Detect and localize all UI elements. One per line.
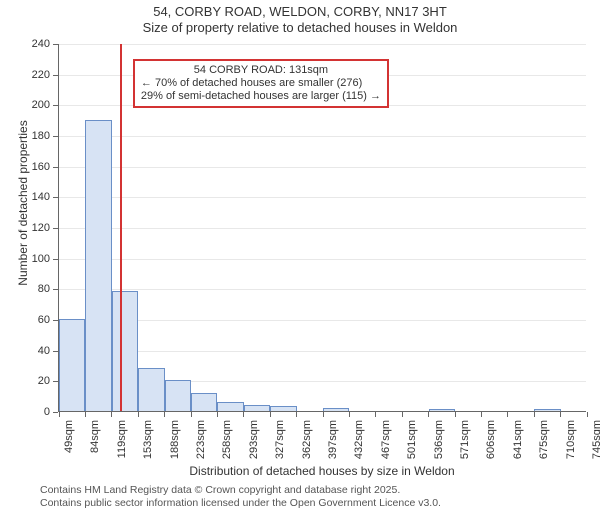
x-tick-label: 362sqm (301, 420, 313, 468)
bar (429, 409, 455, 411)
bar (244, 405, 270, 411)
x-tick-label: 571sqm (459, 420, 471, 468)
x-tick-label: 49sqm (63, 420, 75, 468)
bar (138, 368, 164, 411)
gridline (59, 289, 586, 290)
x-tick (85, 412, 86, 417)
x-tick-label: 467sqm (380, 420, 392, 468)
x-tick-label: 606sqm (485, 420, 497, 468)
title-line-2: Size of property relative to detached ho… (0, 20, 600, 36)
x-tick (560, 412, 561, 417)
x-tick-label: 293sqm (248, 420, 260, 468)
x-tick (296, 412, 297, 417)
x-tick (375, 412, 376, 417)
x-tick (191, 412, 192, 417)
legend-line-3: 29% of semi-detached houses are larger (… (141, 90, 381, 103)
x-tick-label: 641sqm (512, 420, 524, 468)
gridline (59, 136, 586, 137)
y-tick-label: 0 (10, 406, 50, 418)
x-axis-title: Distribution of detached houses by size … (58, 464, 586, 478)
x-tick-label: 153sqm (142, 420, 154, 468)
x-tick-label: 675sqm (538, 420, 550, 468)
x-tick-label: 119sqm (116, 420, 128, 468)
footnotes: Contains HM Land Registry data © Crown c… (40, 484, 441, 510)
bar (323, 408, 349, 411)
x-tick (402, 412, 403, 417)
x-tick (111, 412, 112, 417)
x-tick (270, 412, 271, 417)
x-tick-label: 223sqm (195, 420, 207, 468)
chart-container: 54, CORBY ROAD, WELDON, CORBY, NN17 3HT … (0, 0, 600, 500)
x-tick-label: 536sqm (433, 420, 445, 468)
x-tick (455, 412, 456, 417)
bar (534, 409, 560, 411)
title-line-1: 54, CORBY ROAD, WELDON, CORBY, NN17 3HT (0, 4, 600, 20)
x-tick (59, 412, 60, 417)
bar (270, 406, 296, 411)
x-tick-label: 188sqm (169, 420, 181, 468)
plot-wrap: 020406080100120140160180200220240 54 COR… (58, 44, 586, 412)
x-tick-label: 84sqm (89, 420, 101, 468)
x-tick (587, 412, 588, 417)
x-tick (507, 412, 508, 417)
x-tick-label: 745sqm (591, 420, 600, 468)
x-tick-label: 327sqm (274, 420, 286, 468)
x-tick-label: 397sqm (327, 420, 339, 468)
y-tick (53, 412, 58, 413)
bar (191, 393, 217, 411)
y-tick-label: 40 (10, 345, 50, 357)
titles-block: 54, CORBY ROAD, WELDON, CORBY, NN17 3HT … (0, 0, 600, 37)
gridline (59, 197, 586, 198)
x-tick (534, 412, 535, 417)
y-axis-title: Number of detached properties (16, 78, 30, 328)
legend-line-1: 54 CORBY ROAD: 131sqm (141, 64, 381, 77)
gridline (59, 259, 586, 260)
x-tick (243, 412, 244, 417)
y-tick-label: 20 (10, 375, 50, 387)
bar (59, 319, 85, 411)
gridline (59, 228, 586, 229)
x-tick (428, 412, 429, 417)
legend-box: 54 CORBY ROAD: 131sqm ← 70% of detached … (133, 59, 389, 109)
bar (165, 380, 191, 411)
footnote-line-2: Contains public sector information licen… (40, 497, 441, 510)
legend-line-2: ← 70% of detached houses are smaller (27… (141, 77, 381, 90)
gridline (59, 44, 586, 45)
bar (112, 291, 138, 411)
gridline (59, 167, 586, 168)
x-tick-label: 710sqm (565, 420, 577, 468)
x-tick-label: 258sqm (221, 420, 233, 468)
x-tick (323, 412, 324, 417)
x-tick (217, 412, 218, 417)
marker-line (120, 44, 122, 411)
x-tick-label: 501sqm (406, 420, 418, 468)
bar (217, 402, 243, 411)
footnote-line-1: Contains HM Land Registry data © Crown c… (40, 484, 441, 497)
x-tick-label: 432sqm (353, 420, 365, 468)
x-tick (481, 412, 482, 417)
bar (85, 120, 111, 411)
x-tick (164, 412, 165, 417)
plot-area: 54 CORBY ROAD: 131sqm ← 70% of detached … (58, 44, 586, 412)
x-tick (138, 412, 139, 417)
x-tick (349, 412, 350, 417)
y-tick-label: 240 (10, 38, 50, 50)
